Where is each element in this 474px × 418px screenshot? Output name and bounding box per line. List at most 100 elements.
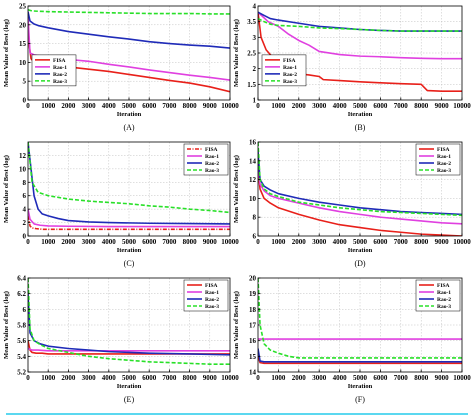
x-tick-label: 6000: [373, 238, 388, 246]
panel-caption: (A): [123, 123, 134, 132]
x-tick-label: 4000: [102, 238, 117, 246]
y-tick-label: 18: [249, 306, 257, 314]
series-line-rao-2: [258, 151, 462, 216]
x-tick-label: 5000: [122, 238, 137, 246]
series-line-rao-2: [28, 11, 230, 49]
x-tick-label: 3000: [82, 238, 97, 246]
x-tick-label: 6000: [142, 238, 157, 246]
legend-label-rao-3: Rao-3: [437, 168, 451, 174]
y-tick-label: 5.8: [17, 322, 26, 330]
y-axis-title: Mean Value of Best (log): [233, 19, 240, 87]
y-tick-label: 6: [253, 233, 257, 241]
x-tick-label: 3000: [312, 374, 327, 382]
y-tick-label: 20: [19, 21, 27, 29]
x-tick-label: 1000: [271, 238, 286, 246]
y-tick-label: 6.2: [17, 290, 26, 298]
y-tick-label: 2.5: [247, 50, 256, 58]
x-axis-title: Iteration: [117, 247, 142, 254]
x-tick-label: 5000: [353, 374, 368, 382]
bottom-rule: [6, 413, 468, 415]
x-tick-label: 8000: [183, 238, 198, 246]
x-tick-label: 0: [26, 374, 30, 382]
x-tick-label: 3000: [82, 102, 97, 110]
x-tick-label: 1000: [41, 238, 56, 246]
series-group: [28, 278, 230, 365]
x-tick-label: 10000: [453, 238, 471, 246]
x-tick-label: 5000: [353, 102, 368, 110]
y-tick-label: 5.2: [17, 369, 26, 377]
x-tick-label: 0: [256, 374, 260, 382]
x-tick-label: 7000: [162, 102, 177, 110]
x-axis-title: Iteration: [348, 247, 373, 254]
x-tick-label: 5000: [122, 102, 137, 110]
x-tick-label: 10000: [453, 102, 471, 110]
series-line-fisa: [258, 170, 462, 236]
y-tick-label: 6.4: [17, 275, 26, 283]
legend-label-rao-3: Rao-3: [205, 304, 219, 310]
y-tick-label: 0: [23, 97, 27, 105]
x-tick-label: 8000: [414, 238, 429, 246]
x-tick-label: 10000: [221, 102, 239, 110]
y-tick-label: 2: [253, 65, 257, 73]
y-tick-label: 10: [19, 59, 27, 67]
series-group: [28, 142, 230, 231]
series-line-rao-2: [258, 348, 462, 363]
x-tick-label: 1000: [41, 374, 56, 382]
x-tick-label: 5000: [122, 374, 137, 382]
x-tick-label: 9000: [435, 102, 450, 110]
x-tick-label: 2000: [292, 102, 307, 110]
y-tick-label: 25: [19, 3, 27, 11]
legend-label-fisa: FISA: [437, 283, 450, 289]
series-line-rao-3: [28, 278, 230, 365]
y-tick-label: 5.6: [17, 337, 26, 345]
legend-label-rao-1: Rao-1: [283, 65, 297, 71]
legend-label-rao-1: Rao-1: [205, 290, 219, 296]
x-tick-label: 2000: [292, 374, 307, 382]
series-line-rao-3: [28, 142, 230, 214]
series-line-rao-1: [28, 347, 230, 352]
y-tick-label: 14: [249, 157, 257, 165]
x-tick-label: 5000: [353, 238, 368, 246]
y-tick-label: 15: [249, 353, 257, 361]
series-line-rao-3: [258, 142, 462, 217]
x-tick-label: 7000: [162, 238, 177, 246]
x-axis-title: Iteration: [117, 383, 142, 390]
legend-label-rao-3: Rao-3: [53, 79, 67, 85]
x-tick-label: 9000: [435, 374, 450, 382]
legend-label-rao-2: Rao-2: [205, 161, 219, 167]
y-tick-label: 16: [249, 337, 257, 345]
legend-label-fisa: FISA: [205, 147, 218, 153]
x-tick-label: 7000: [394, 238, 409, 246]
y-tick-label: 8: [23, 179, 27, 187]
y-axis-title: Mean Value of Best (log): [3, 155, 10, 223]
chart-panel-4: 0 1000 2000 3000 4000 5000 6000 7000 8000 9000 100…: [233, 139, 471, 269]
series-group: [258, 278, 462, 365]
x-tick-label: 4000: [102, 102, 117, 110]
y-tick-label: 10: [249, 195, 257, 203]
y-tick-label: 5.4: [17, 353, 26, 361]
x-tick-label: 9000: [203, 238, 218, 246]
chart-panel-5: 0 1000 2000 3000 4000 5000 6000 7000 8000 9000 100…: [3, 275, 239, 405]
legend-label-fisa: FISA: [53, 58, 66, 64]
x-tick-label: 4000: [333, 374, 348, 382]
series-line-fisa: [258, 356, 462, 365]
x-tick-label: 9000: [203, 374, 218, 382]
x-tick-label: 9000: [435, 238, 450, 246]
y-tick-label: 3.5: [247, 18, 256, 26]
y-tick-label: 0: [23, 233, 27, 241]
x-tick-label: 0: [256, 238, 260, 246]
legend-label-fisa: FISA: [205, 283, 218, 289]
panel-caption: (F): [355, 395, 365, 404]
series-line-rao-1: [258, 160, 462, 225]
x-tick-label: 3000: [312, 238, 327, 246]
y-tick-label: 5: [23, 78, 27, 86]
x-tick-label: 8000: [414, 102, 429, 110]
x-tick-label: 0: [26, 102, 30, 110]
x-tick-label: 9000: [203, 102, 218, 110]
